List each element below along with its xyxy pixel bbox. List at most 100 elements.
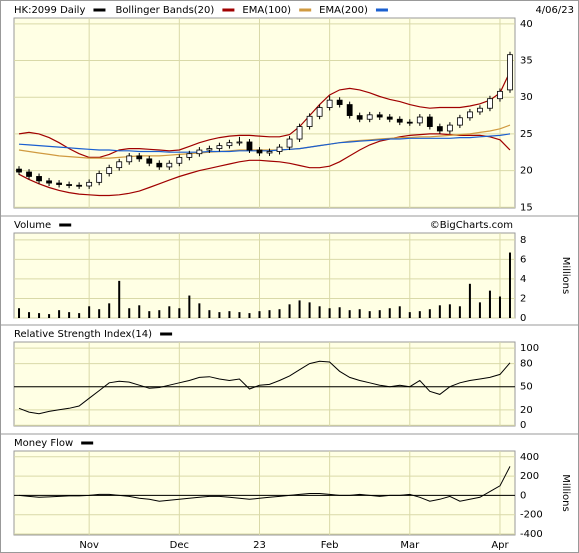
volume-bar xyxy=(418,311,421,318)
panel xyxy=(13,341,516,427)
volume-bar xyxy=(198,303,201,318)
volume-bar xyxy=(238,312,241,318)
y-tick-label: 30 xyxy=(520,92,533,103)
x-tick-label: Nov xyxy=(79,540,99,551)
axis-label: Millions xyxy=(560,257,571,294)
y-tick-label: 40 xyxy=(520,19,533,30)
x-tick-label: Dec xyxy=(170,540,189,551)
y-tick-label: 6 xyxy=(520,254,526,265)
candle-body xyxy=(156,162,163,168)
volume-bar xyxy=(138,305,141,318)
y-tick-label: 15 xyxy=(520,202,533,213)
candle-body xyxy=(216,145,223,149)
panel-title: Volume xyxy=(14,220,51,231)
candle-body xyxy=(146,158,153,164)
volume-bar xyxy=(128,308,131,318)
volume-bar xyxy=(158,310,161,318)
candle-body xyxy=(416,116,423,124)
panel xyxy=(13,450,516,536)
candle-body xyxy=(266,151,273,154)
volume-bar xyxy=(348,310,351,318)
candle-body xyxy=(196,149,203,155)
volume-bar xyxy=(168,306,171,318)
candle-body xyxy=(26,171,32,177)
candle-body xyxy=(406,121,413,124)
overlay-line xyxy=(18,124,511,159)
volume-bar xyxy=(358,309,361,318)
y-tick-label: 8 xyxy=(520,235,526,246)
candle-body xyxy=(366,114,373,120)
legend-item: EMA(100) xyxy=(242,5,291,16)
candle-body xyxy=(477,107,483,113)
candle-body xyxy=(436,126,443,132)
y-tick-label: 0 xyxy=(520,313,526,324)
candle-body xyxy=(326,99,333,108)
candle-body xyxy=(386,116,393,120)
candle-body xyxy=(236,141,243,144)
volume-bar xyxy=(88,306,91,318)
x-tick-label: Apr xyxy=(491,540,509,551)
candle-body xyxy=(316,107,323,117)
x-tick-label: Mar xyxy=(400,540,420,551)
y-tick-label: 50 xyxy=(520,382,533,393)
overlay-line xyxy=(18,133,511,153)
volume-bar xyxy=(68,312,71,318)
axis-label: Millions xyxy=(560,474,571,511)
volume-bar xyxy=(148,311,151,318)
volume-bar xyxy=(188,295,191,318)
candle-body xyxy=(396,118,403,123)
candle-body xyxy=(226,142,233,147)
volume-bar xyxy=(58,310,61,318)
candle-body xyxy=(76,184,83,187)
candle-body xyxy=(106,167,113,174)
y-tick-label: 200 xyxy=(520,471,539,482)
candle-body xyxy=(376,114,383,118)
volume-bar xyxy=(508,252,511,318)
x-tick-label: 23 xyxy=(253,540,266,551)
panel-title: Relative Strength Index(14) xyxy=(14,329,152,340)
y-tick-label: 25 xyxy=(520,129,533,140)
date-label: 4/06/23 xyxy=(535,5,574,16)
volume-bar xyxy=(308,302,311,318)
volume-bar xyxy=(438,305,441,318)
y-tick-label: 400 xyxy=(520,452,539,463)
volume-bar xyxy=(398,306,401,318)
volume-bar xyxy=(28,312,31,318)
candle-body xyxy=(246,141,253,151)
candle-body xyxy=(86,181,93,187)
candle-body xyxy=(126,155,133,163)
candle-body xyxy=(507,54,513,91)
volume-bar xyxy=(228,311,231,318)
y-tick-label: -400 xyxy=(520,529,543,540)
volume-bar xyxy=(278,309,281,318)
y-tick-label: 20 xyxy=(520,166,533,177)
candle-body xyxy=(136,155,143,160)
panel-title: Money Flow xyxy=(14,438,73,449)
candle-body xyxy=(446,124,453,132)
volume-bar xyxy=(38,313,41,318)
candle-body xyxy=(116,161,123,169)
volume-bar xyxy=(498,296,501,318)
legend-item: EMA(200) xyxy=(319,5,368,16)
candle-body xyxy=(176,156,183,164)
y-tick-label: 20 xyxy=(520,405,533,416)
candle-body xyxy=(166,162,173,168)
y-tick-label: 100 xyxy=(520,343,539,354)
panel xyxy=(13,232,516,319)
candle-body xyxy=(487,98,493,109)
volume-bar xyxy=(258,311,261,318)
candle-body xyxy=(276,146,283,152)
y-tick-label: 80 xyxy=(520,359,533,370)
legend-item: Bollinger Bands(20) xyxy=(115,5,214,16)
x-tick-label: Feb xyxy=(321,540,339,551)
panel-title: HK:2099 Daily xyxy=(14,5,85,16)
volume-bar xyxy=(78,313,81,318)
volume-bar xyxy=(468,283,471,318)
indicator-line xyxy=(18,360,511,415)
volume-bar xyxy=(208,310,211,318)
candle-body xyxy=(36,176,42,182)
y-tick-label: 4 xyxy=(520,274,526,285)
volume-bar xyxy=(18,308,21,318)
y-tick-label: 2 xyxy=(520,293,526,304)
